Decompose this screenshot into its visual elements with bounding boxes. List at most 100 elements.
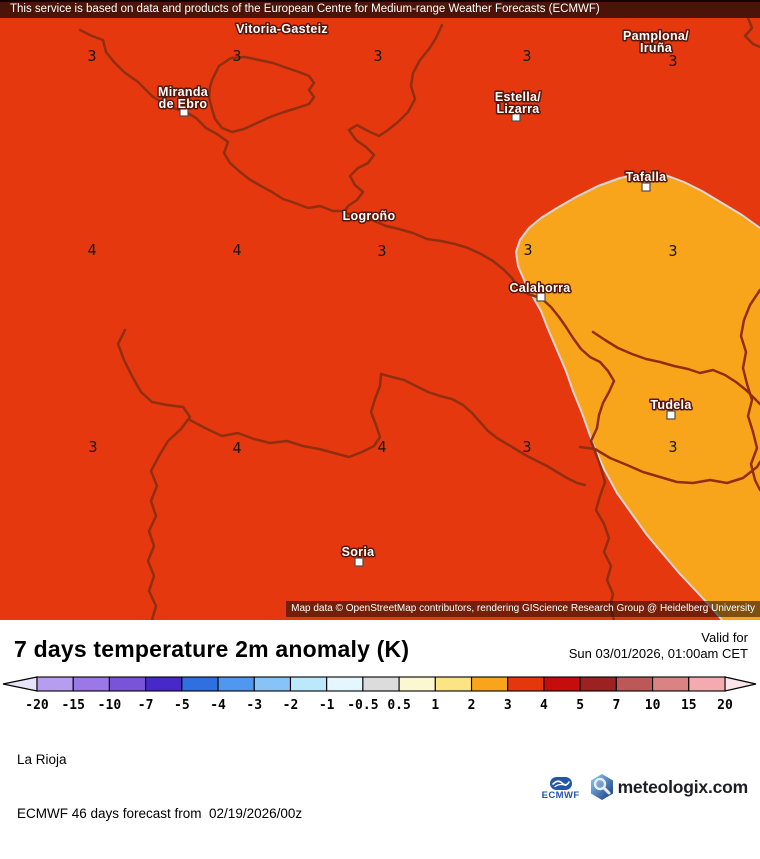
city-label: Pamplona/ xyxy=(623,29,689,43)
city-label: de Ebro xyxy=(159,97,208,111)
map-attribution: Map data © OpenStreetMap contributors, r… xyxy=(286,601,760,617)
colorbar-segment xyxy=(253,676,292,692)
valid-for-datetime: Sun 03/01/2026, 01:00am CET xyxy=(568,646,748,661)
boundary-line xyxy=(188,372,587,487)
colorbar-tick-label: 4 xyxy=(540,698,548,713)
colorbar-segment xyxy=(72,676,110,692)
city-label: Iruña xyxy=(640,41,673,55)
region-name: La Rioja xyxy=(17,752,67,767)
colorbar-tick-label: 3 xyxy=(504,698,512,713)
anomaly-value-label: 3 xyxy=(668,438,677,456)
colorbar-tick-label: -3 xyxy=(246,698,262,713)
city-label: Lizarra xyxy=(496,102,540,116)
model-run-info: ECMWF 46 days forecast from 02/19/2026/0… xyxy=(17,806,303,821)
colorbar-tick-label: 2 xyxy=(468,698,476,713)
city-label: Estella/ xyxy=(495,90,541,104)
colorbar-segment xyxy=(615,676,654,692)
colorbar-tick-label: -10 xyxy=(98,698,122,713)
colorbar-tick-label: 20 xyxy=(717,698,733,713)
colorbar-segment xyxy=(181,676,219,692)
anomaly-value-label: 4 xyxy=(232,439,241,457)
colorbar-right-arrow xyxy=(724,676,757,692)
colorbar-segment xyxy=(289,676,328,692)
colorbar-segment xyxy=(36,676,74,692)
colorbar-tick-label: -0.5 xyxy=(347,698,378,713)
city-label: Logroño xyxy=(343,209,396,223)
meteologix-logo[interactable]: meteologix.com xyxy=(589,773,748,801)
colorbar-tick-label: -1 xyxy=(319,698,335,713)
anomaly-value-label: 3 xyxy=(523,241,532,259)
city-marker xyxy=(179,107,189,117)
orange-anomaly-polygon xyxy=(516,173,760,620)
chart-title: 7 days temperature 2m anomaly (K) xyxy=(14,636,410,662)
anomaly-region-contour xyxy=(515,172,760,620)
colorbar-tick-label: -4 xyxy=(210,698,226,713)
city-marker xyxy=(536,292,546,302)
temperature-color-scale: -20 -15 -10 -7 -5 -4 -3 -2 -1 -0.5 0.5 1 2 3 4 5 7 10 15 20 xyxy=(2,676,757,713)
anomaly-value-label: 3 xyxy=(668,52,677,70)
colorbar-segment xyxy=(543,676,581,692)
city-label: Miranda xyxy=(158,85,209,99)
ecmwf-logo-text: ECMWF xyxy=(541,790,580,801)
valid-for-block: Valid for Sun 03/01/2026, 01:00am CET xyxy=(569,630,748,662)
anomaly-value-label: 4 xyxy=(87,241,96,259)
boundary-line xyxy=(578,445,760,485)
ecmwf-disclaimer-banner: This service is based on data and produc… xyxy=(0,0,760,18)
colorbar-tick-label: -5 xyxy=(174,698,190,713)
colorbar-segment xyxy=(688,676,726,692)
city-label: Calahorra xyxy=(509,281,571,295)
footer-logos: ECMWF meteologix.com xyxy=(542,773,750,801)
colorbar-tick-label: 10 xyxy=(645,698,661,713)
colorbar-segment xyxy=(470,676,509,692)
anomaly-value-label: 3 xyxy=(87,47,96,65)
anomaly-value-label: 3 xyxy=(522,438,531,456)
colorbar-tick-label: 0.5 xyxy=(387,698,410,713)
anomaly-value-label: 3 xyxy=(373,47,382,65)
legend-panel: 7 days temperature 2m anomaly (K) Valid … xyxy=(0,620,760,821)
ecmwf-logo[interactable]: ECMWF xyxy=(542,776,580,801)
city-marker xyxy=(354,557,364,567)
colorbar-segment xyxy=(652,676,690,692)
anomaly-value-label: 4 xyxy=(377,438,386,456)
colorbar-segment xyxy=(145,676,183,692)
city-label: Soria xyxy=(342,545,376,559)
map-area[interactable]: 3 3 3 3 3 4 4 3 3 3 3 4 4 3 3 Vitoria-Gasteiz Miranda de… xyxy=(0,18,760,620)
colorbar-segment xyxy=(507,676,545,692)
colorbar-tick-label: 15 xyxy=(681,698,697,713)
colorbar-segment xyxy=(579,676,617,692)
attribution-text: Map data © OpenStreetMap contributors, r… xyxy=(291,603,755,614)
boundary-line xyxy=(78,28,347,213)
city-marker xyxy=(666,410,676,420)
colorbar-segment xyxy=(217,676,255,692)
city-label: Tudela xyxy=(650,398,692,412)
colorbar-tick-label: 5 xyxy=(576,698,584,713)
colorbar-tick-label: 7 xyxy=(612,698,620,713)
city-label: Tafalla xyxy=(626,170,668,184)
colorbar-segment xyxy=(362,676,400,692)
footer-info: La Rioja ECMWF 46 days forecast from 02/… xyxy=(17,715,302,859)
anomaly-value-label: 4 xyxy=(232,241,241,259)
admin-boundaries xyxy=(78,18,760,620)
colorbar-segment xyxy=(434,676,473,692)
anomaly-value-label: 3 xyxy=(522,47,531,65)
colorbar-tick-label: -2 xyxy=(283,698,299,713)
weather-anomaly-map[interactable]: 3 3 3 3 3 4 4 3 3 3 3 4 4 3 3 Vitoria-Gasteiz Mirandade… xyxy=(0,18,760,620)
boundary-line xyxy=(591,330,760,406)
colorbar-segment xyxy=(108,676,147,692)
colorbar-tick-label: 1 xyxy=(431,698,439,713)
disclaimer-text: This service is based on data and produc… xyxy=(10,3,600,15)
meteologix-hexagon-icon xyxy=(590,774,613,800)
boundary-line xyxy=(116,328,192,620)
boundary-line xyxy=(343,211,616,620)
footer: La Rioja ECMWF 46 days forecast from 02/… xyxy=(0,713,760,859)
colorbar-tick-label: -7 xyxy=(138,698,154,713)
anomaly-orange-region xyxy=(515,172,760,620)
ecmwf-logo-icon xyxy=(549,777,572,790)
colorbar-segment xyxy=(326,676,364,692)
city-marker xyxy=(641,182,651,192)
city-label: Vitoria-Gasteiz xyxy=(236,22,328,36)
anomaly-value-label: 3 xyxy=(377,242,386,260)
boundary-line xyxy=(343,23,444,213)
legend-header: 7 days temperature 2m anomaly (K) Valid … xyxy=(0,620,760,666)
